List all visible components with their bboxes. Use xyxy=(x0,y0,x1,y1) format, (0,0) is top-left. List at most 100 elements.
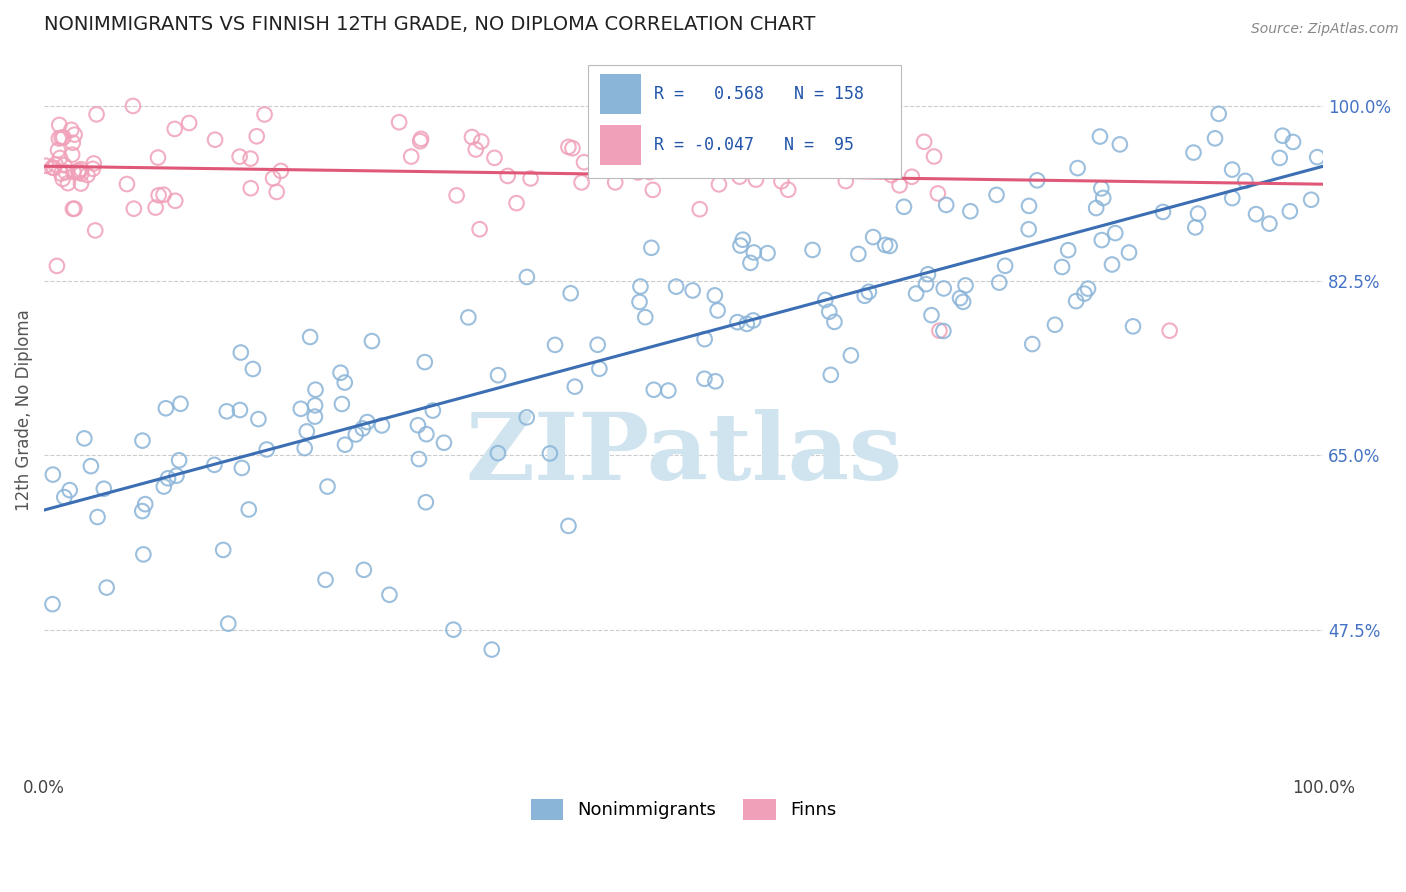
Point xyxy=(1018,199,1040,213)
Point xyxy=(1278,204,1301,219)
Point xyxy=(62,165,84,179)
Point xyxy=(745,172,768,186)
Point xyxy=(557,140,579,154)
Point xyxy=(1258,217,1281,231)
FancyBboxPatch shape xyxy=(600,125,641,165)
Point xyxy=(53,490,76,504)
Point xyxy=(217,616,239,631)
Point xyxy=(986,187,1008,202)
Point xyxy=(239,181,262,195)
Point xyxy=(67,163,90,178)
Point xyxy=(1077,282,1099,296)
Point xyxy=(889,178,911,193)
Point xyxy=(152,187,174,202)
Point xyxy=(146,151,169,165)
Point xyxy=(361,334,384,348)
Point xyxy=(1220,162,1243,177)
Point xyxy=(730,238,752,252)
Point xyxy=(84,223,107,237)
Point xyxy=(756,246,779,260)
Point xyxy=(408,452,430,467)
Point xyxy=(329,366,352,380)
Point xyxy=(441,623,464,637)
Point xyxy=(1091,233,1114,247)
Point xyxy=(1108,137,1130,152)
Point xyxy=(628,294,651,309)
Point xyxy=(76,168,98,182)
Point xyxy=(735,317,758,331)
Point xyxy=(657,384,679,398)
Point xyxy=(922,149,945,163)
Point xyxy=(564,379,586,393)
Point xyxy=(1104,226,1126,240)
Point xyxy=(1101,257,1123,271)
Point xyxy=(299,330,322,344)
Point xyxy=(932,281,955,295)
Point xyxy=(731,233,754,247)
Point xyxy=(1026,173,1049,187)
Point xyxy=(905,286,928,301)
Point xyxy=(262,171,284,186)
Point xyxy=(927,186,949,201)
Point xyxy=(62,136,84,150)
Point xyxy=(1159,324,1181,338)
Point xyxy=(330,397,353,411)
Point xyxy=(56,176,79,190)
Point xyxy=(59,483,82,497)
Point xyxy=(167,453,190,467)
Point xyxy=(862,230,884,244)
Point xyxy=(461,130,484,145)
Point xyxy=(457,310,479,325)
Point xyxy=(145,201,167,215)
Point xyxy=(165,194,187,208)
Point xyxy=(163,122,186,136)
Point xyxy=(1282,135,1305,149)
Point xyxy=(67,165,90,179)
Point xyxy=(727,315,749,329)
Point xyxy=(773,161,796,175)
Point xyxy=(1073,286,1095,301)
Point xyxy=(63,202,86,216)
Point xyxy=(229,403,252,417)
Point xyxy=(353,563,375,577)
Point xyxy=(742,313,765,327)
Point xyxy=(647,145,669,159)
Point xyxy=(1043,318,1066,332)
Point xyxy=(496,169,519,183)
Point xyxy=(93,482,115,496)
Point xyxy=(1182,145,1205,160)
Point xyxy=(1057,243,1080,257)
Point xyxy=(134,497,156,511)
Point xyxy=(770,174,793,188)
Point xyxy=(60,147,83,161)
Point xyxy=(409,134,432,148)
Point xyxy=(1050,260,1073,274)
Point xyxy=(1118,245,1140,260)
Point xyxy=(60,123,83,137)
Point xyxy=(49,167,72,181)
Point xyxy=(689,202,711,217)
Point xyxy=(605,175,627,189)
Point xyxy=(1271,128,1294,143)
Point xyxy=(959,204,981,219)
Point xyxy=(484,151,506,165)
Point xyxy=(688,153,710,168)
Point xyxy=(86,510,108,524)
Text: NONIMMIGRANTS VS FINNISH 12TH GRADE, NO DIPLOMA CORRELATION CHART: NONIMMIGRANTS VS FINNISH 12TH GRADE, NO … xyxy=(44,15,815,34)
Point xyxy=(1234,174,1257,188)
Point xyxy=(848,247,870,261)
Point xyxy=(344,427,367,442)
Point xyxy=(901,169,924,184)
Point xyxy=(560,286,582,301)
Point xyxy=(83,156,105,170)
Point xyxy=(742,245,765,260)
Point xyxy=(745,157,768,171)
Point xyxy=(893,200,915,214)
Point xyxy=(247,412,270,426)
Point xyxy=(588,361,610,376)
Point xyxy=(720,146,742,161)
Point xyxy=(703,288,725,302)
Point xyxy=(409,132,432,146)
Point xyxy=(46,143,69,157)
FancyBboxPatch shape xyxy=(588,65,901,178)
